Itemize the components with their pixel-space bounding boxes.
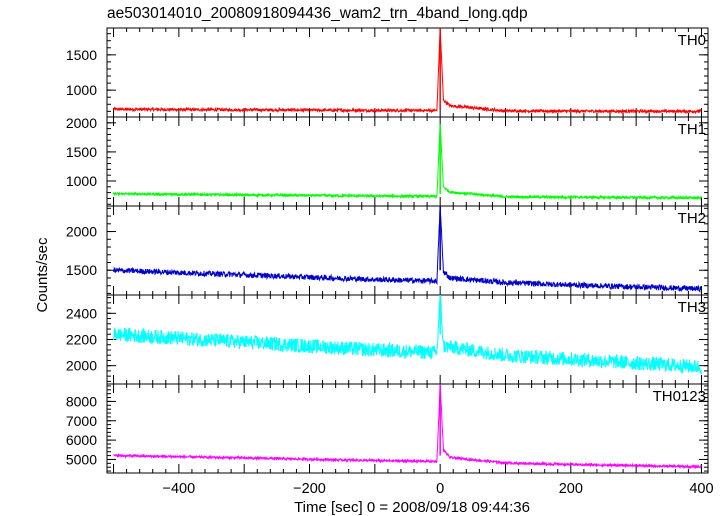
y-tick-label: 2200 — [66, 332, 97, 348]
y-tick-label: 2000 — [66, 224, 97, 240]
y-tick-label: 2400 — [66, 305, 97, 321]
panel-th1: 1000 1500 2000 TH1 — [66, 115, 709, 207]
x-tick-label: 0 — [436, 481, 444, 497]
y-tick-label: 7000 — [66, 413, 97, 429]
series-line-th0123 — [113, 384, 702, 470]
y-tick-label: 6000 — [66, 432, 97, 448]
series-line-th2 — [113, 206, 702, 294]
panel-label-th1: TH1 — [678, 121, 706, 138]
panel-th3: 2000 2200 2400 TH3 — [66, 294, 709, 385]
series-line-th0 — [113, 28, 702, 115]
panel-label-th3: TH3 — [678, 299, 706, 316]
panel-label-th0: TH0 — [678, 32, 706, 49]
panels-group: 1000 1500 TH0 1000 1500 2000 TH1 1500 2000 TH2 200… — [66, 27, 709, 474]
x-tick-label: 200 — [559, 481, 583, 497]
panel-th0: 1000 1500 TH0 — [66, 27, 709, 118]
panel-label-th0123: TH0123 — [653, 388, 706, 405]
y-tick-label: 1000 — [66, 82, 97, 98]
x-tick-label: −400 — [163, 481, 196, 497]
series-line-th3 — [113, 295, 702, 375]
x-axis: −400 −200 0 200 400 — [163, 481, 714, 497]
y-tick-label: 1500 — [66, 47, 97, 63]
y-tick-label: 2000 — [66, 115, 97, 131]
panel-frame — [106, 27, 709, 118]
y-tick-label: 1500 — [66, 262, 97, 278]
x-tick-label: 400 — [689, 481, 713, 497]
y-tick-label: 8000 — [66, 393, 97, 409]
series-line-th1 — [113, 123, 702, 201]
x-tick-label: −200 — [293, 481, 326, 497]
y-tick-label: 2000 — [66, 358, 97, 374]
panel-label-th2: TH2 — [678, 210, 706, 227]
y-axis-label: Counts/sec — [34, 237, 51, 313]
panel-th0123: 5000 6000 7000 8000 TH0123 — [66, 383, 709, 474]
y-tick-label: 1500 — [66, 144, 97, 160]
panel-frame — [106, 116, 709, 207]
panel-th2: 1500 2000 TH2 — [66, 205, 709, 296]
chart-title: ae503014010_20080918094436_wam2_trn_4ban… — [107, 5, 528, 22]
y-tick-label: 1000 — [66, 173, 97, 189]
x-axis-label: Time [sec] 0 = 2008/09/18 09:44:36 — [294, 499, 530, 516]
y-tick-label: 5000 — [66, 451, 97, 467]
